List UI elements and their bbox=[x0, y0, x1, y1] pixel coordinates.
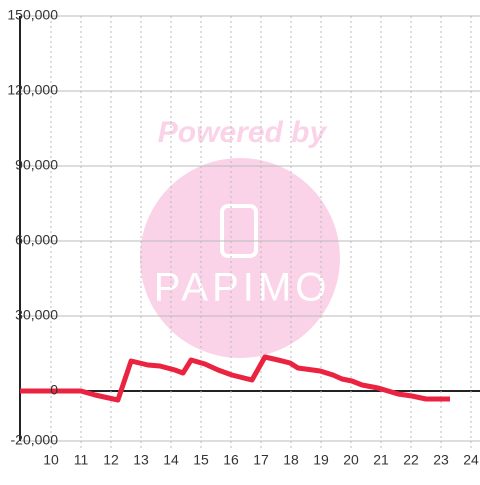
x-tick-label: 17 bbox=[253, 452, 269, 468]
data-line bbox=[20, 354, 450, 403]
x-tick-label: 14 bbox=[163, 452, 179, 468]
x-tick-label: 16 bbox=[223, 452, 239, 468]
y-tick-label: 0 bbox=[50, 382, 58, 398]
grid bbox=[19, 15, 480, 451]
x-tick-label: 10 bbox=[43, 452, 59, 468]
x-tick-label: 22 bbox=[403, 452, 419, 468]
x-tick-label: 21 bbox=[373, 452, 389, 468]
y-tick-label: -20,000 bbox=[11, 432, 59, 448]
y-tick-label: 150,000 bbox=[7, 7, 58, 23]
x-tick-label: 11 bbox=[74, 452, 89, 468]
watermark-text: PAPIMO bbox=[154, 266, 331, 310]
y-tick-label: 30,000 bbox=[15, 307, 58, 323]
x-tick-label: 20 bbox=[343, 452, 359, 468]
y-tick-label: 90,000 bbox=[15, 157, 58, 173]
x-tick-label: 19 bbox=[313, 452, 329, 468]
x-tick-label: 15 bbox=[193, 452, 209, 468]
y-tick-label: 60,000 bbox=[15, 232, 58, 248]
x-tick-label: 18 bbox=[283, 452, 299, 468]
y-tick-label: 120,000 bbox=[7, 82, 58, 98]
watermark-icon bbox=[220, 204, 258, 258]
x-tick-label: 12 bbox=[103, 452, 119, 468]
x-tick-label: 23 bbox=[433, 452, 449, 468]
x-tick-label: 13 bbox=[133, 452, 149, 468]
x-tick-label: 24 bbox=[463, 452, 479, 468]
plot bbox=[20, 354, 450, 403]
watermark-text: Powered by bbox=[158, 116, 328, 149]
